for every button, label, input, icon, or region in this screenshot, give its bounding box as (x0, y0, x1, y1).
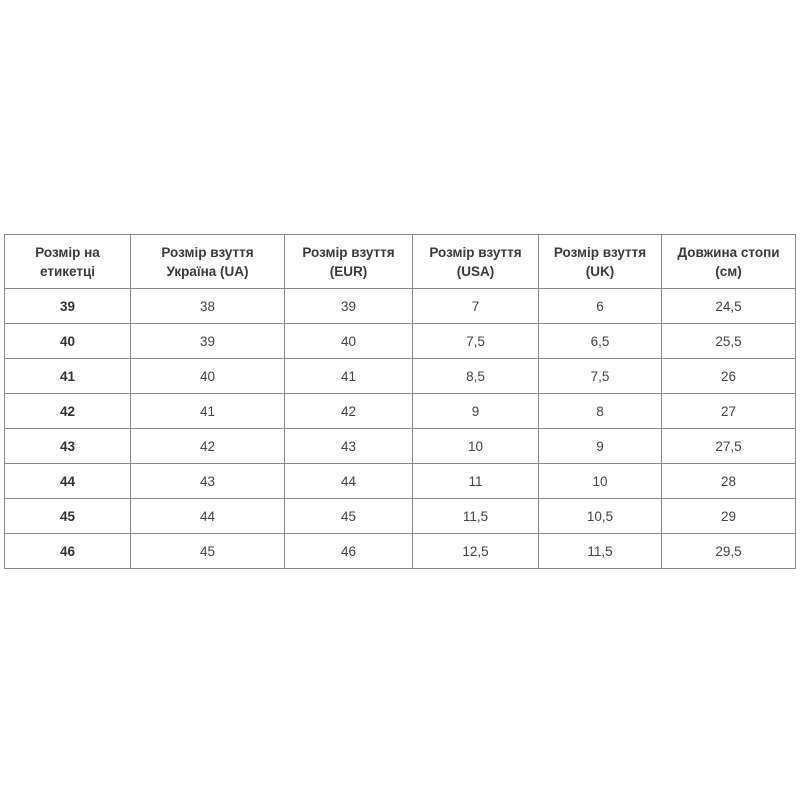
table-cell: 43 (284, 428, 413, 464)
header-row: Розмір на етикетці Розмір взуття Україна … (4, 234, 796, 289)
table-cell: 45 (4, 498, 131, 534)
table-row: 42 41 42 9 8 27 (4, 393, 796, 429)
table-cell: 41 (4, 358, 131, 394)
table-cell: 45 (284, 498, 413, 534)
table-cell: 46 (4, 533, 131, 569)
table-cell: 41 (130, 393, 285, 429)
table-cell: 10 (412, 428, 539, 464)
table-cell: 7 (412, 288, 539, 324)
table-cell: 40 (284, 323, 413, 359)
table-cell: 8,5 (412, 358, 539, 394)
size-chart-table: Розмір на етикетці Розмір взуття Україна … (4, 234, 796, 569)
table-cell: 44 (4, 463, 131, 499)
table-cell: 29,5 (661, 533, 796, 569)
table-cell: 11,5 (538, 533, 662, 569)
table-cell: 46 (284, 533, 413, 569)
column-header: Довжина стопи (см) (661, 234, 796, 289)
table-row: 39 38 39 7 6 24,5 (4, 288, 796, 324)
table-cell: 43 (4, 428, 131, 464)
table-cell: 42 (4, 393, 131, 429)
table-cell: 11 (412, 463, 539, 499)
column-header: Розмір взуття (EUR) (284, 234, 413, 289)
column-header: Розмір взуття (UK) (538, 234, 662, 289)
table-row: 41 40 41 8,5 7,5 26 (4, 358, 796, 394)
table-row: 40 39 40 7,5 6,5 25,5 (4, 323, 796, 359)
table-cell: 39 (4, 288, 131, 324)
table-cell: 28 (661, 463, 796, 499)
table-cell: 6,5 (538, 323, 662, 359)
table-cell: 40 (130, 358, 285, 394)
table-cell: 27 (661, 393, 796, 429)
table-row: 44 43 44 11 10 28 (4, 463, 796, 499)
table-cell: 41 (284, 358, 413, 394)
column-header: Розмір на етикетці (4, 234, 131, 289)
table-cell: 9 (538, 428, 662, 464)
table-cell: 44 (130, 498, 285, 534)
table-cell: 24,5 (661, 288, 796, 324)
table-cell: 10,5 (538, 498, 662, 534)
table-row: 43 42 43 10 9 27,5 (4, 428, 796, 464)
table-cell: 25,5 (661, 323, 796, 359)
table-cell: 42 (284, 393, 413, 429)
table-cell: 27,5 (661, 428, 796, 464)
table-cell: 40 (4, 323, 131, 359)
table-cell: 29 (661, 498, 796, 534)
table-row: 46 45 46 12,5 11,5 29,5 (4, 533, 796, 569)
table-cell: 7,5 (412, 323, 539, 359)
table-cell: 8 (538, 393, 662, 429)
table-cell: 44 (284, 463, 413, 499)
table-cell: 42 (130, 428, 285, 464)
table-row: 45 44 45 11,5 10,5 29 (4, 498, 796, 534)
table-cell: 26 (661, 358, 796, 394)
table-cell: 11,5 (412, 498, 539, 534)
column-header: Розмір взуття Україна (UA) (130, 234, 285, 289)
table-cell: 12,5 (412, 533, 539, 569)
table-cell: 10 (538, 463, 662, 499)
table-cell: 39 (130, 323, 285, 359)
table-cell: 38 (130, 288, 285, 324)
table-cell: 43 (130, 463, 285, 499)
column-header: Розмір взуття (USA) (412, 234, 539, 289)
table-cell: 7,5 (538, 358, 662, 394)
table-cell: 45 (130, 533, 285, 569)
table-cell: 9 (412, 393, 539, 429)
table-cell: 39 (284, 288, 413, 324)
table-cell: 6 (538, 288, 662, 324)
